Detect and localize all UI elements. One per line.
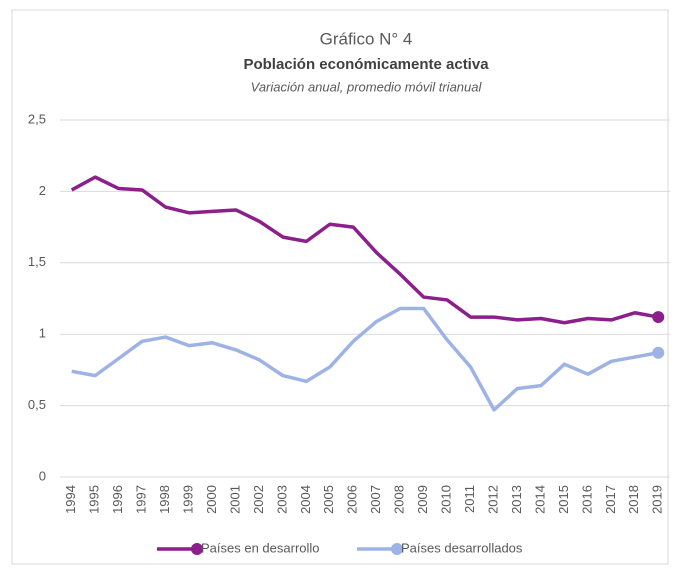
series-line xyxy=(70,175,659,325)
x-tick-label: 2018 xyxy=(626,485,641,514)
y-tick-label: 1,5 xyxy=(28,254,46,269)
x-tick-label: 2008 xyxy=(392,485,407,514)
x-tick-label: 2007 xyxy=(368,485,383,514)
x-tick-label: 2002 xyxy=(251,485,266,514)
y-tick-label: 0 xyxy=(39,468,46,483)
x-tick-label: 2016 xyxy=(579,485,594,514)
x-tick-label: 1997 xyxy=(134,485,149,514)
x-tick-label: 2000 xyxy=(204,485,219,514)
legend-marker xyxy=(191,543,203,555)
x-tick-label: 2001 xyxy=(227,485,242,514)
end-marker xyxy=(652,311,665,324)
x-tick-label: 2012 xyxy=(485,485,500,514)
chart-frame xyxy=(11,9,669,565)
x-tick-label: 1994 xyxy=(63,485,78,514)
x-tick-label: 2004 xyxy=(298,485,313,514)
x-tick-label: 1995 xyxy=(87,485,102,514)
x-tick-label: 1999 xyxy=(180,485,195,514)
x-tick-label: 2013 xyxy=(509,485,524,514)
x-tick-label: 2019 xyxy=(650,485,665,514)
x-tick-label: 2010 xyxy=(439,485,454,514)
x-tick-label: 2015 xyxy=(556,485,571,514)
x-tick-label: 2009 xyxy=(415,485,430,514)
x-tick-label: 2005 xyxy=(321,485,336,514)
x-tick-label: 2011 xyxy=(462,485,477,513)
chart-note: Variación anual, promedio móvil trianual xyxy=(251,79,483,94)
end-marker xyxy=(652,346,665,359)
series-line xyxy=(71,306,659,412)
y-tick-label: 2 xyxy=(39,183,46,198)
y-tick-label: 2,5 xyxy=(28,111,46,126)
x-tick-label: 1996 xyxy=(110,485,125,514)
legend-label: Países desarrollados xyxy=(401,540,523,555)
x-tick-label: 2003 xyxy=(274,485,289,514)
y-tick-label: 0,5 xyxy=(28,397,46,412)
chart-subtitle: Población económicamente activa xyxy=(243,56,489,73)
x-tick-label: 2006 xyxy=(345,485,360,514)
legend-marker xyxy=(391,543,403,555)
chart-title: Gráfico N° 4 xyxy=(320,29,413,48)
y-tick-label: 1 xyxy=(39,326,46,341)
x-tick-label: 1998 xyxy=(157,485,172,514)
x-tick-label: 2017 xyxy=(603,485,618,514)
x-tick-label: 2014 xyxy=(532,485,547,514)
legend-label: Países en desarrollo xyxy=(201,540,320,555)
